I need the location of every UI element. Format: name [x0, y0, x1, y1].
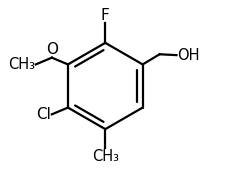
Text: CH₃: CH₃ — [8, 57, 35, 72]
Text: Cl: Cl — [36, 107, 51, 122]
Text: OH: OH — [177, 48, 199, 63]
Text: O: O — [46, 42, 58, 57]
Text: F: F — [101, 8, 109, 23]
Text: CH₃: CH₃ — [91, 149, 118, 164]
